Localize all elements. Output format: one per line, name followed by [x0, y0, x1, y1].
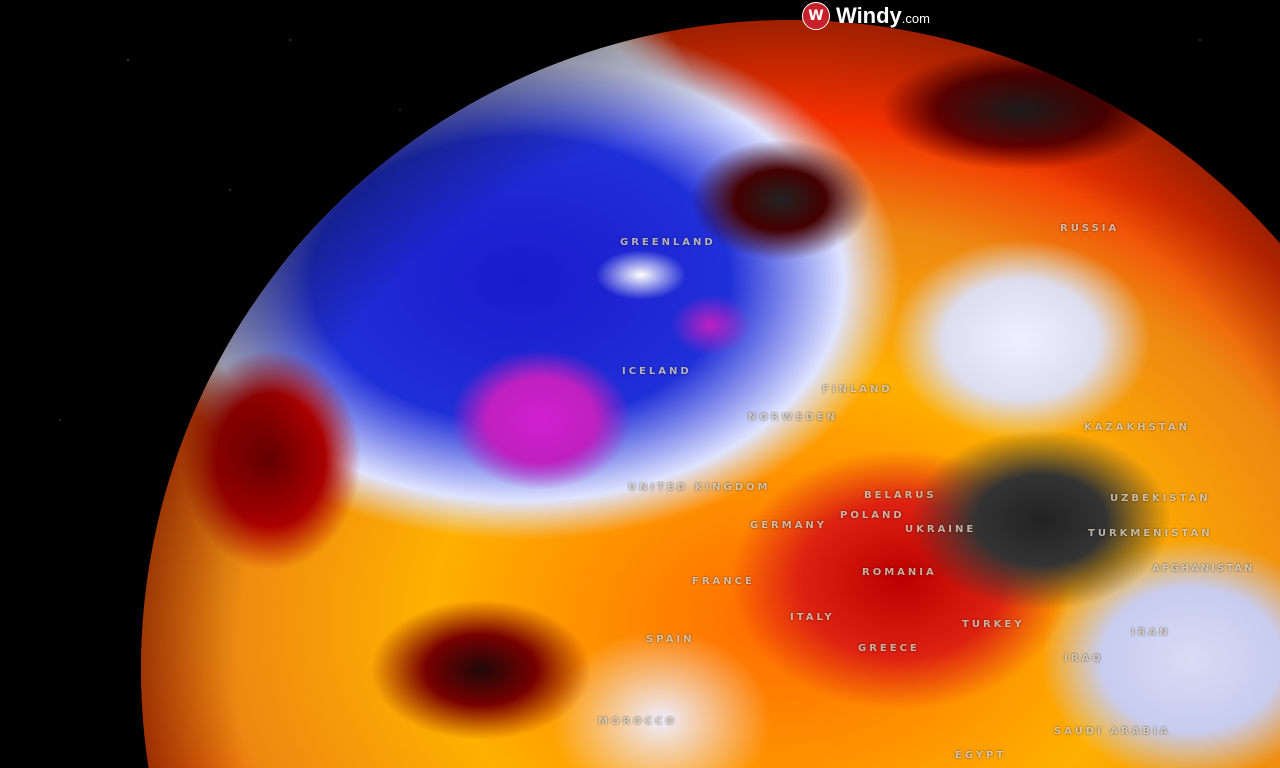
country-label-russia: RUSSIA [1060, 223, 1120, 234]
country-label-iran: IRAN [1131, 627, 1171, 638]
country-label-greece: GREECE [858, 643, 920, 654]
windy-logo[interactable]: W Windy.com [802, 2, 930, 30]
country-label-afghanistan: AFGHANISTAN [1152, 563, 1255, 574]
country-label-germany: GERMANY [750, 520, 828, 531]
windy-logo-icon: W [802, 2, 830, 30]
country-label-kazakhstan: KAZAKHSTAN [1084, 422, 1190, 433]
country-label-ukraine: UKRAINE [905, 524, 977, 535]
country-label-greenland: GREENLAND [620, 237, 716, 248]
country-label-finland: FINLAND [822, 384, 893, 395]
country-label-turkey: TURKEY [962, 619, 1025, 630]
country-label-romania: ROMANIA [862, 567, 937, 578]
country-label-belarus: BELARUS [864, 490, 937, 501]
country-label-uzbekistan: UZBEKISTAN [1110, 493, 1211, 504]
country-label-uk: UNITED KINGDOM [628, 482, 771, 493]
country-label-italy: ITALY [790, 612, 835, 623]
country-label-morocco: MOROCCO [598, 716, 677, 727]
country-label-turkmenistan: TURKMENISTAN [1088, 528, 1213, 539]
country-label-france: FRANCE [692, 576, 755, 587]
brand-name: Windy [836, 3, 902, 28]
country-label-egypt: EGYPT [955, 750, 1007, 761]
country-label-saudi: SAUDI ARABIA [1054, 726, 1171, 737]
country-label-iraq: IRAQ [1064, 653, 1104, 664]
brand-suffix: .com [901, 11, 930, 26]
windy-logo-text: Windy.com [836, 3, 930, 29]
country-label-poland: POLAND [840, 510, 905, 521]
country-label-spain: SPAIN [646, 634, 695, 645]
country-label-norweden: NORWEDEN [748, 412, 838, 423]
country-label-iceland: ICELAND [622, 366, 692, 377]
